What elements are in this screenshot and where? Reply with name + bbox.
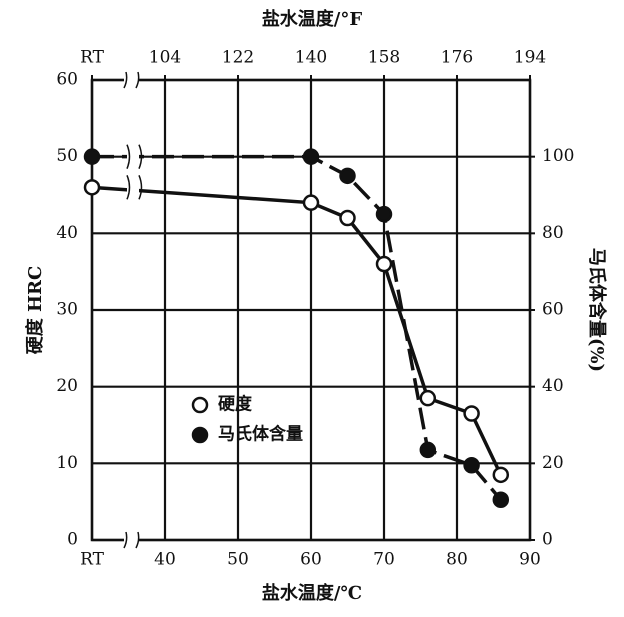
data-point xyxy=(463,457,480,474)
x-tick-label: 90 xyxy=(519,550,541,570)
y-tick-label: 0 xyxy=(67,530,78,550)
y-tick-label: 50 xyxy=(56,146,78,166)
x2-tick-label: RT xyxy=(80,48,105,68)
data-point xyxy=(302,148,320,165)
data-point xyxy=(83,148,101,165)
data-point xyxy=(492,491,510,508)
data-point xyxy=(339,167,356,185)
legend-marker xyxy=(191,396,209,414)
line-break-mark xyxy=(126,175,143,200)
x-tick-label: 40 xyxy=(154,550,176,570)
line-break xyxy=(127,144,139,169)
x-tick-label: 60 xyxy=(300,550,322,570)
x2-tick-label: 176 xyxy=(441,48,473,68)
data-point xyxy=(463,405,480,422)
legend-label: 硬度 xyxy=(218,394,253,415)
x2-tick-label: 122 xyxy=(222,48,254,68)
y2-tick-label: 100 xyxy=(542,146,574,166)
y-tick-label: 40 xyxy=(56,223,78,243)
legend-marker xyxy=(191,426,209,444)
axis-break-mark xyxy=(123,71,140,89)
axis-break-mark xyxy=(123,531,140,549)
y2-tick-label: 20 xyxy=(542,453,564,473)
x-tick-label: RT xyxy=(80,550,105,570)
x2-tick-label: 158 xyxy=(368,48,400,68)
x-tick-label: 70 xyxy=(373,550,395,570)
y-tick-label: 10 xyxy=(56,453,78,473)
x-tick-label: 50 xyxy=(227,550,249,570)
data-point xyxy=(375,205,393,223)
x2-tick-label: 194 xyxy=(514,48,546,68)
series-line xyxy=(92,154,503,501)
line-break xyxy=(127,175,139,200)
data-point xyxy=(419,389,437,407)
data-point xyxy=(83,179,101,196)
data-point xyxy=(492,466,510,484)
axis-break xyxy=(124,72,138,88)
x-tick-label: 80 xyxy=(446,550,468,570)
x2-axis-title: 盐水温度/°F xyxy=(262,8,363,30)
data-point xyxy=(419,441,437,459)
line-break-mark xyxy=(126,144,143,169)
axis-break xyxy=(124,532,138,548)
x2-tick-label: 140 xyxy=(295,48,327,68)
legend-label: 马氏体含量 xyxy=(218,424,303,445)
y2-tick-label: 60 xyxy=(542,300,564,320)
y-tick-label: 20 xyxy=(56,376,78,396)
y-axis-title: 硬度 HRC xyxy=(24,266,46,355)
y2-tick-label: 0 xyxy=(542,530,553,550)
data-point xyxy=(302,194,320,211)
y2-tick-label: 40 xyxy=(542,376,564,396)
data-point xyxy=(375,255,393,273)
x2-tick-label: 104 xyxy=(149,48,181,68)
y2-axis-title: 马氏体含量(%) xyxy=(586,248,608,372)
data-point xyxy=(339,209,356,227)
y-tick-label: 60 xyxy=(56,70,78,90)
y-tick-label: 30 xyxy=(56,300,78,320)
y2-tick-label: 80 xyxy=(542,223,564,243)
x-axis-title: 盐水温度/℃ xyxy=(262,582,362,604)
